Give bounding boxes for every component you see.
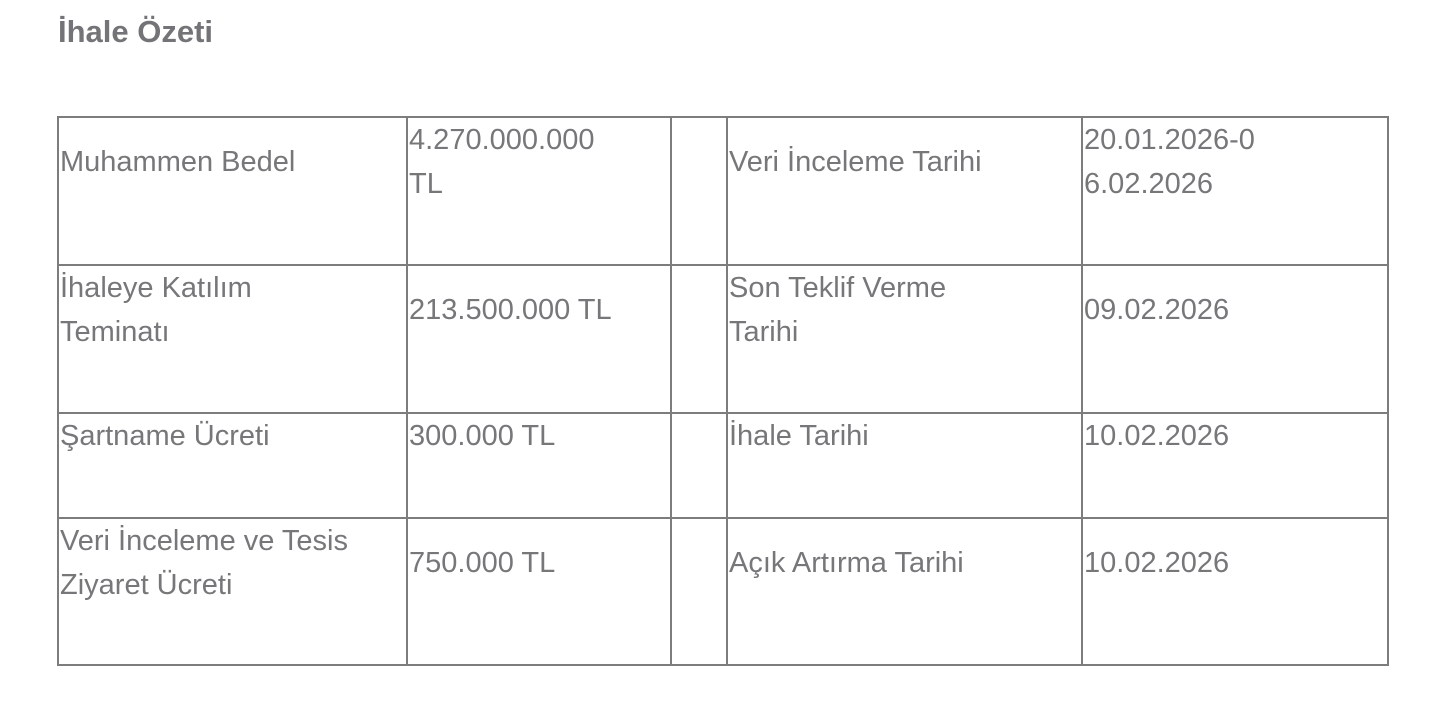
label-cell: İhaleye Katılım Teminatı	[57, 264, 408, 414]
page-title: İhale Özeti	[58, 14, 214, 49]
spacer-cell	[670, 264, 728, 414]
label-cell: Şartname Ücreti	[57, 412, 408, 519]
label-cell: İhale Tarihi	[726, 412, 1083, 519]
spacer-cell	[670, 116, 728, 266]
label-text: İhaleye Katılım Teminatı	[60, 272, 252, 348]
value-cell: 09.02.2026	[1081, 264, 1389, 414]
value-cell: 750.000 TL	[406, 517, 672, 666]
value-cell: 20.01.2026-06.02.2026	[1081, 116, 1389, 266]
date-range: 20.01.2026-06.02.2026	[1084, 124, 1255, 200]
value-cell: 300.000 TL	[406, 412, 672, 519]
table-row: Muhammen Bedel 4.270.000.000 TL Veri İnc…	[57, 116, 1389, 266]
label-text: Son Teklif Verme Tarihi	[729, 272, 947, 348]
tender-summary-table: Muhammen Bedel 4.270.000.000 TL Veri İnc…	[57, 116, 1389, 666]
value-cell: 213.500.000 TL	[406, 264, 672, 414]
value-cell: 10.02.2026	[1081, 517, 1389, 666]
label-cell: Veri İnceleme Tarihi	[726, 116, 1083, 266]
table-row: Şartname Ücreti 300.000 TL İhale Tarihi …	[57, 412, 1389, 519]
spacer-cell	[670, 412, 728, 519]
label-cell: Muhammen Bedel	[57, 116, 408, 266]
label-cell: Son Teklif Verme Tarihi	[726, 264, 1083, 414]
table-row: Veri İnceleme ve Tesis Ziyaret Ücreti 75…	[57, 517, 1389, 666]
spacer-cell	[670, 517, 728, 666]
label-cell: Açık Artırma Tarihi	[726, 517, 1083, 666]
label-text: Veri İnceleme ve Tesis Ziyaret Ücreti	[60, 525, 348, 601]
value-cell: 4.270.000.000 TL	[406, 116, 672, 266]
label-cell: Veri İnceleme ve Tesis Ziyaret Ücreti	[57, 517, 408, 666]
table-row: İhaleye Katılım Teminatı 213.500.000 TL …	[57, 264, 1389, 414]
value-cell: 10.02.2026	[1081, 412, 1389, 519]
